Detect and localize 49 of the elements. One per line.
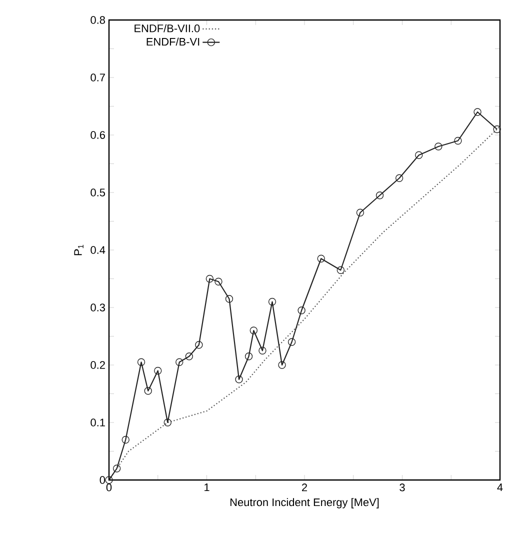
y-tick-label: 0.2: [90, 361, 105, 369]
point: [493, 125, 501, 134]
x-tick-label: 2: [302, 484, 307, 492]
point: [137, 358, 146, 366]
legend-label: ENDF/B-VII.0: [134, 24, 200, 32]
point: [154, 366, 162, 375]
point: [258, 346, 266, 354]
point: [278, 361, 286, 369]
point: [434, 142, 442, 150]
point: [144, 387, 152, 395]
x-tick-label: 0: [106, 484, 112, 492]
point: [244, 352, 253, 360]
y-tick-label: 0.6: [90, 131, 105, 139]
point: [415, 151, 423, 159]
point: [105, 476, 113, 484]
point: [164, 418, 172, 426]
point: [298, 306, 306, 314]
point: [376, 192, 384, 200]
point: [214, 278, 222, 286]
y-tick-label: 0.3: [90, 304, 105, 312]
y-tick-label: 0.7: [90, 74, 105, 82]
point: [454, 136, 462, 145]
point: [250, 326, 258, 334]
point: [176, 358, 184, 366]
point: [112, 464, 121, 472]
x-tick-label: 1: [204, 484, 210, 492]
point: [195, 341, 203, 349]
point: [336, 266, 345, 274]
legend-label: ENDF/B-VI: [146, 38, 200, 46]
point: [288, 338, 296, 346]
point: [206, 274, 214, 283]
point: [235, 376, 243, 384]
x-axis-title: Neutron Incident Energy [MeV]: [230, 498, 379, 508]
point: [356, 208, 364, 216]
point: [185, 352, 193, 360]
point: [268, 298, 276, 306]
y-tick-label: 0.1: [90, 418, 105, 426]
point: [317, 254, 325, 262]
x-tick-label: 4: [497, 484, 503, 492]
y-tick-label: 0: [100, 476, 106, 484]
y-tick-label: 0.5: [90, 188, 106, 196]
y-tick-label: 0.8: [90, 16, 105, 24]
point: [395, 174, 404, 182]
x-tick-label: 3: [400, 484, 405, 492]
point: [474, 108, 482, 116]
y-axis-title: P$_{1}$: [74, 244, 84, 256]
point: [225, 295, 234, 303]
point: [122, 436, 130, 444]
y-tick-label: 0.4: [90, 246, 106, 254]
